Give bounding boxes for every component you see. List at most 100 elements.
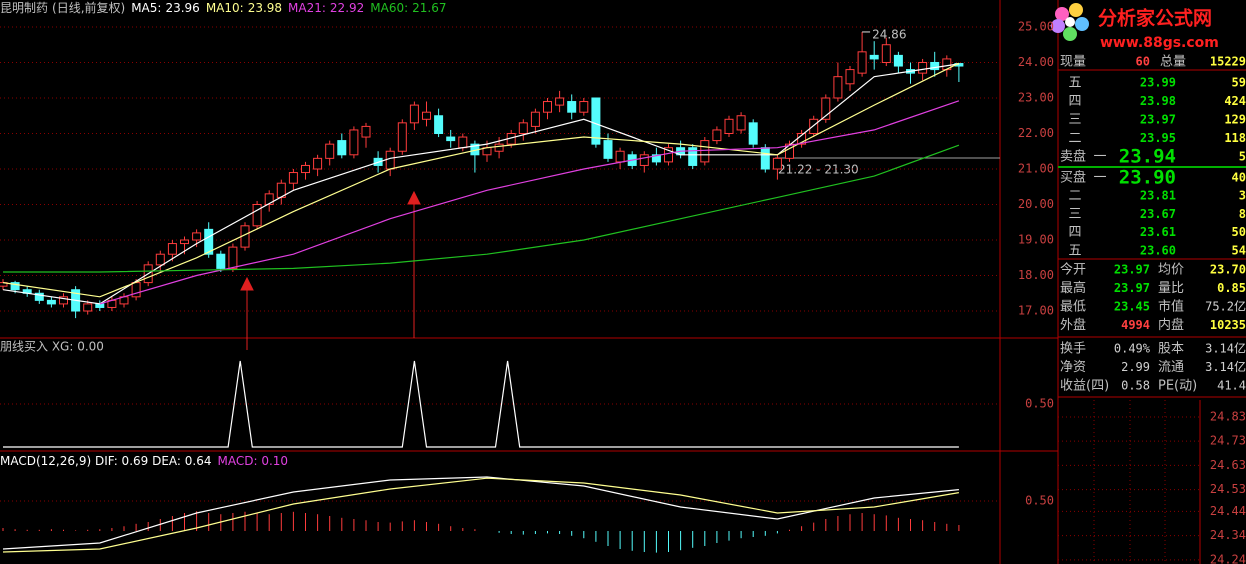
candle-body [397, 122, 407, 152]
candle-body [881, 44, 891, 63]
y-tick-label: 24.44 [1210, 504, 1246, 518]
quote-text: 23.45 [1114, 300, 1150, 314]
candle-body [409, 104, 419, 124]
quote-text: 0.85 [1217, 281, 1246, 295]
candle-body [288, 172, 298, 184]
quote-text: 23.98 [1140, 94, 1176, 108]
y-tick-label: 24.24 [1210, 552, 1246, 564]
candle-body [83, 303, 93, 312]
candle-body [192, 232, 202, 241]
quote-text: 118 [1224, 131, 1246, 145]
quote-text: 15229 [1210, 55, 1246, 69]
quote-text: 40 [1232, 171, 1246, 185]
macd-label: MACD(12,26,9) DIF: 0.69 DEA: 0.64 MACD: 0… [0, 454, 288, 468]
y-tick-label: 25.00 [1018, 19, 1054, 33]
quote-text: 均价 [1158, 263, 1184, 278]
candle-body [712, 129, 722, 142]
quote-text: 23.97 [1114, 281, 1150, 295]
stock-name: 昆明制药 [0, 1, 48, 15]
candle-body [155, 253, 165, 266]
quote-text: 最高 [1060, 280, 1086, 296]
candle-body [46, 299, 56, 305]
quote-text: 五 [1068, 243, 1081, 258]
quote-text: 5 [1239, 150, 1246, 164]
ma-value: 22.92 [330, 1, 364, 15]
candle-body [518, 122, 528, 134]
y-tick-label: 21.00 [1018, 162, 1054, 176]
quote-text: 23.97 [1114, 263, 1150, 277]
ma-value: 23.98 [248, 1, 282, 15]
quote-text: 54 [1232, 243, 1246, 257]
quote-text: 23.95 [1140, 131, 1176, 145]
quote-text: 现量 [1060, 55, 1086, 70]
y-tick-label: 24.83 [1210, 409, 1246, 423]
quote-text: 量比 [1158, 281, 1184, 296]
quote-text: 4994 [1121, 318, 1150, 332]
y-tick-label: 24.34 [1210, 528, 1246, 542]
macd-line [2, 477, 960, 553]
quote-text: 股本 [1158, 342, 1184, 357]
y-tick-label: 0.50 [1025, 494, 1054, 508]
candle-body [918, 61, 928, 74]
high-label: 24.86 [872, 27, 906, 41]
range-label: 21.22 - 21.30 [778, 163, 859, 177]
candle-body [313, 157, 323, 170]
candle-body [833, 76, 843, 99]
y-tick-label: 24.73 [1210, 434, 1246, 448]
candle-body [869, 54, 879, 60]
quote-text: 五 [1068, 76, 1081, 91]
quote-text: 总量 [1160, 55, 1186, 70]
candle-body [760, 147, 770, 170]
logo-petal [1055, 7, 1069, 21]
arrow-head [240, 276, 254, 291]
quote-text: 今开 [1060, 262, 1086, 278]
candle-body [10, 282, 20, 291]
quote-text: 最低 [1060, 300, 1086, 315]
candle-body [325, 143, 335, 159]
quote-text: 75.2亿 [1205, 299, 1246, 314]
quote-text: 四 [1068, 94, 1081, 109]
macd-line [2, 476, 959, 550]
quote-text: PE(动) [1158, 379, 1197, 394]
candle-body [530, 111, 540, 127]
candle-body [857, 51, 867, 74]
quote-text: 三 [1068, 207, 1081, 222]
quote-text: 收益(四) [1060, 379, 1109, 394]
quote-text: 23.97 [1140, 113, 1176, 127]
candle-body [264, 193, 274, 206]
ma-label: MA5: [131, 1, 161, 15]
candle-body [434, 115, 444, 134]
quote-text: 内盘 [1158, 317, 1184, 333]
quote-text: 四 [1068, 225, 1081, 240]
quote-text: 23.94 [1119, 146, 1176, 168]
y-tick-label: 24.63 [1210, 458, 1246, 472]
quote-text: 10235 [1210, 318, 1246, 332]
y-tick-label: 17.00 [1018, 304, 1054, 318]
candle-body [700, 140, 710, 163]
signal-label: 朋线买入 XG: 0.00 [0, 340, 104, 354]
quote-text: 0.49% [1114, 342, 1151, 356]
quote-text: 净资 [1060, 360, 1086, 375]
quote-text: 23.67 [1140, 207, 1176, 221]
quote-text: 60 [1136, 55, 1150, 69]
macd-label-part: MACD(12,26,9) DIF: 0.69 DEA: 0.64 [0, 454, 212, 468]
logo-petal [1063, 27, 1077, 41]
candle-body [736, 115, 746, 131]
logo-petal [1069, 3, 1083, 17]
y-tick-label: 24.53 [1210, 482, 1246, 496]
candle-body [458, 136, 468, 149]
candle-body [591, 97, 601, 145]
header: 昆明制药 (日线,前复权) MA5: 23.96 MA10: 23.98 MA21: 22.9… [0, 0, 447, 15]
logo: 分析家公式网 www.88gs.com [1051, 3, 1219, 51]
signal-line [3, 360, 959, 448]
quote-text: 23.90 [1119, 167, 1176, 189]
candle-body [664, 147, 673, 163]
y-tick-label: 18.00 [1018, 268, 1054, 282]
y-tick-label: 22.00 [1018, 126, 1054, 140]
candle-body [337, 140, 347, 156]
y-tick-label: 20.00 [1018, 197, 1054, 211]
candle-body [688, 147, 698, 166]
ma-line [99, 100, 960, 305]
